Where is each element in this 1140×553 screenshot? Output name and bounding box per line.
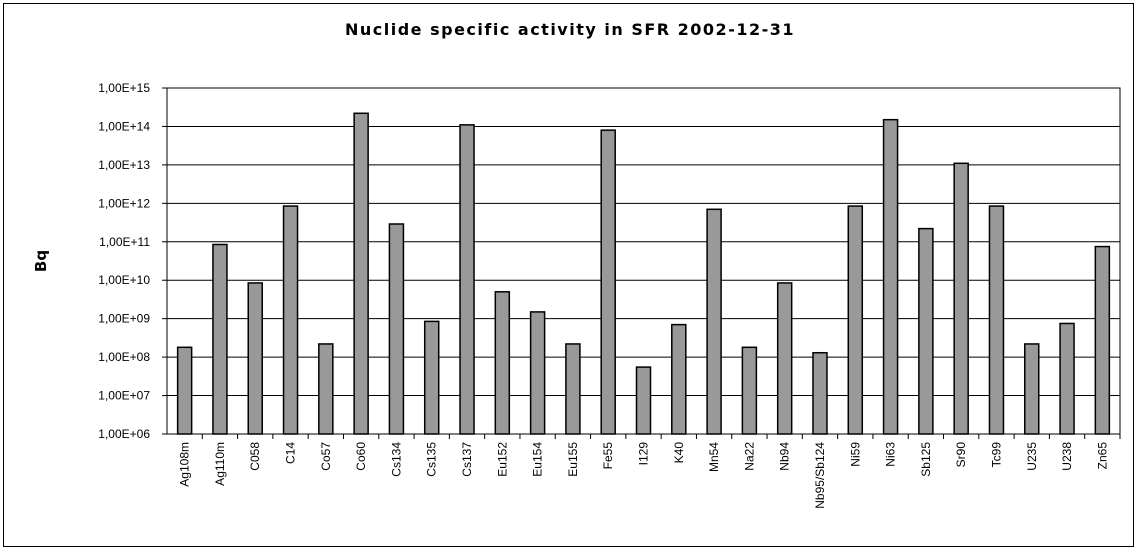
x-tick-label: Eu154 — [531, 442, 545, 477]
x-tick-label: I129 — [637, 442, 651, 466]
bar-c14 — [282, 205, 299, 435]
bar-layer — [176, 112, 1111, 435]
bar-mn54 — [706, 208, 722, 435]
x-tick-label: Nb94 — [778, 442, 792, 471]
y-tick-label: 1,00E+08 — [98, 350, 150, 364]
y-tick-label: 1,00E+10 — [98, 273, 150, 287]
bar-cs134 — [388, 223, 405, 435]
y-tick-label: 1,00E+11 — [99, 235, 150, 249]
x-tick-label: Fe55 — [601, 442, 615, 470]
bar-eu155 — [565, 343, 581, 435]
bar-fe55 — [600, 129, 616, 435]
x-tick-label: Cs135 — [425, 442, 439, 477]
y-tick-label: 1,00E+15 — [98, 81, 150, 95]
bar-u235 — [1024, 343, 1040, 435]
x-tick-label: Eu155 — [566, 442, 580, 477]
y-tick-labels: 1,00E+06 1,00E+07 1,00E+08 1,00E+09 1,00E+10… — [98, 81, 150, 441]
x-tick-label: Zn65 — [1095, 442, 1109, 470]
x-tick-label: Sr90 — [954, 442, 968, 468]
bar-sb125 — [918, 227, 934, 435]
x-tick-label: Cs137 — [460, 442, 474, 477]
x-tick-label: Sb125 — [919, 442, 933, 477]
bar-ni59 — [847, 205, 864, 435]
x-tick-label: K40 — [672, 442, 686, 464]
x-tick-label: Ag108m — [178, 442, 192, 487]
bar-ni63 — [882, 118, 899, 435]
bar-ag110m — [212, 243, 228, 435]
x-tick-label: Ag110m — [213, 442, 227, 486]
x-tick-label: U238 — [1060, 442, 1074, 471]
bar-u238 — [1059, 322, 1075, 435]
grid-layer — [167, 125, 1120, 397]
axis-layer — [162, 87, 1121, 439]
plot-border — [166, 87, 1121, 435]
y-tick-label: 1,00E+13 — [98, 158, 150, 172]
bar-cs137 — [459, 124, 475, 435]
x-tick-label: Eu152 — [495, 442, 509, 477]
x-tick-label: Ni63 — [884, 442, 898, 467]
bar-co60 — [353, 112, 369, 435]
bar-i129 — [635, 366, 652, 435]
chart-frame — [3, 3, 1134, 547]
x-tick-label: Tc99 — [989, 442, 1003, 468]
y-tick-label: 1,00E+06 — [98, 427, 150, 441]
bar-nb95-sb124 — [812, 351, 828, 435]
y-tick-label: 1,00E+09 — [98, 312, 150, 326]
x-tick-label: C14 — [284, 442, 298, 464]
x-tick-label: Co60 — [354, 442, 368, 471]
y-tick-label: 1,00E+12 — [98, 196, 150, 210]
x-tick-label: Nb95/Sb124 — [813, 442, 827, 509]
chart-title: Nuclide specific activity in SFR 2002-12… — [344, 20, 795, 39]
x-tick-label: Na22 — [742, 442, 756, 471]
x-tick-label: Co57 — [319, 442, 333, 471]
x-tick-label: C058 — [248, 442, 262, 471]
bar-zn65 — [1094, 245, 1111, 435]
x-tick-labels: Ag108m Ag110m C058 C14 Co57 Co60 Cs134 Cs135 Cs1… — [178, 442, 1110, 509]
x-tick-label: Cs134 — [389, 442, 403, 477]
bar-eu154 — [529, 311, 546, 435]
bar-ag108m — [176, 346, 193, 435]
bar-cs135 — [423, 320, 440, 435]
y-tick-label: 1,00E+14 — [98, 119, 150, 133]
x-tick-label: U235 — [1025, 442, 1039, 471]
bar-na22 — [741, 346, 758, 435]
bar-eu152 — [494, 291, 511, 435]
x-tick-label: Mn54 — [707, 442, 721, 472]
bar-tc99 — [988, 205, 1005, 435]
bar-k40 — [671, 323, 687, 435]
bar-nb94 — [776, 282, 793, 435]
bar-co57 — [318, 343, 334, 435]
bar-c058 — [247, 282, 263, 435]
y-tick-label: 1,00E+07 — [98, 389, 150, 403]
x-tick-label: Ni59 — [848, 442, 862, 467]
bar-sr90 — [953, 162, 969, 435]
